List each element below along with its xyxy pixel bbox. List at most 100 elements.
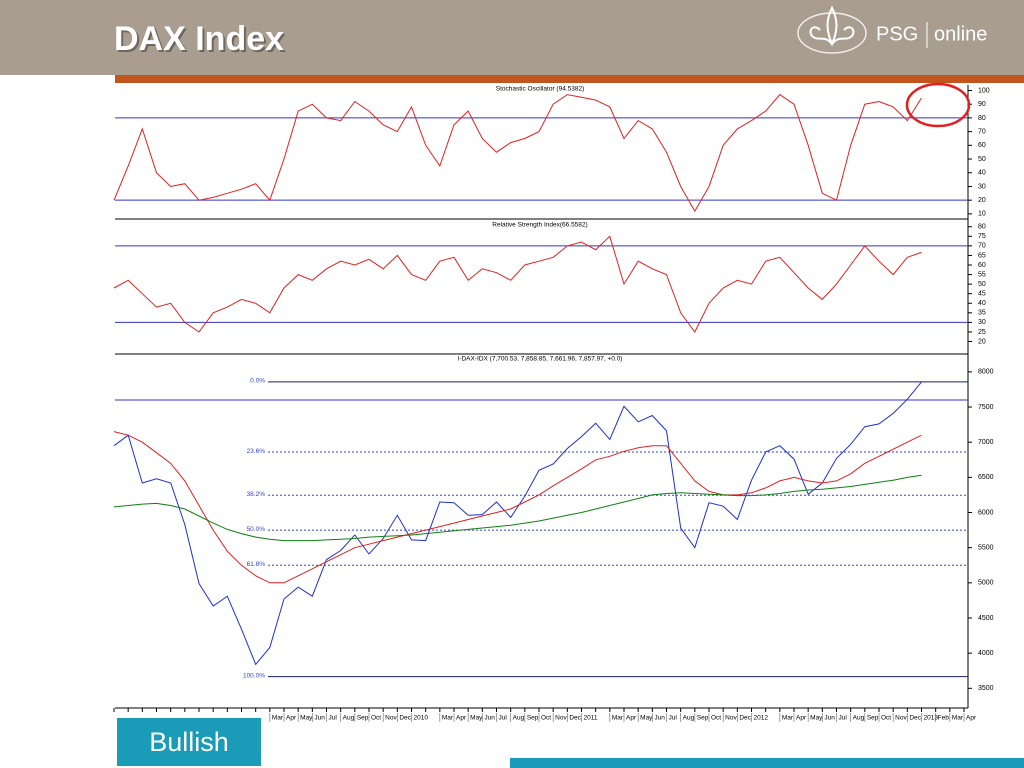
- panel-title: I-DAX-IDX (7,700.53, 7,858.85, 7,661.96,…: [458, 356, 623, 363]
- x-tick-label: Jun: [654, 715, 665, 722]
- x-tick-label: Jul: [329, 715, 338, 722]
- x-tick-label: Jun: [824, 715, 835, 722]
- x-tick-label: Apr: [626, 715, 637, 722]
- y-tick-label: 50: [978, 281, 986, 288]
- x-tick-label: Jun: [314, 715, 325, 722]
- y-tick-label: 55: [978, 271, 986, 278]
- x-tick-label: Oct: [541, 715, 551, 722]
- x-tick-label: Feb: [938, 715, 950, 722]
- x-tick-label: Sep: [697, 715, 709, 722]
- y-tick-label: 90: [978, 101, 986, 108]
- x-tick-label: Mar: [612, 715, 624, 722]
- logo-text: online: [934, 23, 987, 45]
- y-tick-label: 5000: [978, 580, 994, 587]
- series-line: [113, 381, 922, 666]
- y-tick-label: 70: [978, 243, 986, 250]
- footer-bar: [510, 758, 1024, 768]
- fib-label: 100.0%: [243, 672, 265, 679]
- x-tick-label: 2012: [754, 715, 769, 722]
- y-tick-label: 40: [978, 300, 986, 307]
- x-tick-label: Nov: [385, 715, 397, 722]
- series-line: [113, 235, 922, 333]
- x-tick-label: Aug: [853, 715, 865, 722]
- x-tick-label: 2010: [414, 715, 429, 722]
- series-line: [113, 474, 922, 542]
- chart-area: Stochastic Oscillator (94.5382) 10 20 30 40 5…: [113, 85, 994, 722]
- y-tick-label: 30: [978, 319, 986, 326]
- fib-label: 23.6%: [247, 448, 266, 455]
- x-tick-label: Oct: [371, 715, 381, 722]
- y-tick-label: 75: [978, 233, 986, 240]
- x-tick-label: Aug: [513, 715, 525, 722]
- logo-ring: [797, 12, 867, 54]
- x-tick-label: Mar: [272, 715, 284, 722]
- y-tick-label: 6000: [978, 509, 994, 516]
- x-tick-label: Aug: [343, 715, 355, 722]
- y-tick-label: 70: [978, 128, 986, 135]
- x-tick-label: Jul: [839, 715, 848, 722]
- fib-label: 50.0%: [247, 526, 266, 533]
- y-tick-label: 6500: [978, 474, 994, 481]
- logo-text: PSG: [876, 23, 918, 45]
- highlight-circle: [905, 82, 971, 128]
- y-tick-label: 3500: [978, 685, 994, 692]
- x-tick-label: Sep: [867, 715, 879, 722]
- x-tick-label: Nov: [725, 715, 737, 722]
- y-tick-label: 100: [978, 87, 990, 94]
- series-line: [113, 431, 922, 584]
- x-tick-label: 2013: [924, 715, 939, 722]
- y-tick-label: 4000: [978, 650, 994, 657]
- y-tick-label: 25: [978, 329, 986, 336]
- x-tick-label: Apr: [966, 715, 977, 722]
- y-tick-label: 65: [978, 252, 986, 259]
- y-tick-label: 4500: [978, 615, 994, 622]
- signal-button: [117, 718, 261, 766]
- x-tick-label: Apr: [286, 715, 297, 722]
- x-tick-label: 2011: [584, 715, 598, 722]
- y-tick-label: 45: [978, 291, 986, 298]
- signal-label: Bullish: [149, 727, 229, 757]
- x-tick-label: Dec: [569, 715, 581, 722]
- x-tick-label: Dec: [399, 715, 411, 722]
- y-tick-label: 60: [978, 262, 986, 269]
- fib-label: 38.2%: [247, 491, 266, 498]
- x-tick-label: Sep: [527, 715, 539, 722]
- x-tick-label: May: [470, 715, 483, 722]
- logo: PSG online: [797, 5, 987, 54]
- x-tick-label: Sep: [357, 715, 369, 722]
- slide-title: DAX Index: [114, 20, 284, 58]
- x-tick-label: May: [640, 715, 653, 722]
- panel-title: Stochastic Oscillator (94.5382): [496, 86, 585, 93]
- x-tick-label: Mar: [442, 715, 454, 722]
- y-tick-label: 60: [978, 142, 986, 149]
- y-tick-label: 30: [978, 183, 986, 190]
- y-tick-label: 35: [978, 310, 986, 317]
- x-tick-label: Oct: [711, 715, 721, 722]
- x-tick-label: Dec: [739, 715, 751, 722]
- logo-icon: [809, 5, 855, 47]
- series-line: [113, 93, 922, 213]
- x-tick-label: Dec: [909, 715, 921, 722]
- x-tick-label: Oct: [881, 715, 891, 722]
- y-tick-label: 10: [978, 211, 986, 218]
- header-band: [0, 0, 1024, 75]
- y-tick-label: 80: [978, 115, 986, 122]
- x-tick-label: Apr: [456, 715, 467, 722]
- x-tick-label: Nov: [555, 715, 567, 722]
- y-tick-label: 7500: [978, 404, 994, 411]
- accent-bar: [115, 75, 1024, 83]
- fib-label: 61.8%: [247, 561, 266, 568]
- y-tick-label: 5500: [978, 545, 994, 552]
- y-tick-label: 20: [978, 197, 986, 204]
- y-tick-label: 7000: [978, 439, 994, 446]
- panel-title: Relative Strength Index(66.5582): [492, 222, 587, 229]
- x-tick-label: May: [300, 715, 313, 722]
- y-tick-label: 8000: [978, 369, 994, 376]
- x-tick-label: Mar: [952, 715, 964, 722]
- x-tick-label: Mar: [782, 715, 794, 722]
- y-tick-label: 50: [978, 156, 986, 163]
- y-tick-label: 40: [978, 170, 986, 177]
- x-tick-label: Jul: [669, 715, 678, 722]
- x-tick-label: Jul: [499, 715, 508, 722]
